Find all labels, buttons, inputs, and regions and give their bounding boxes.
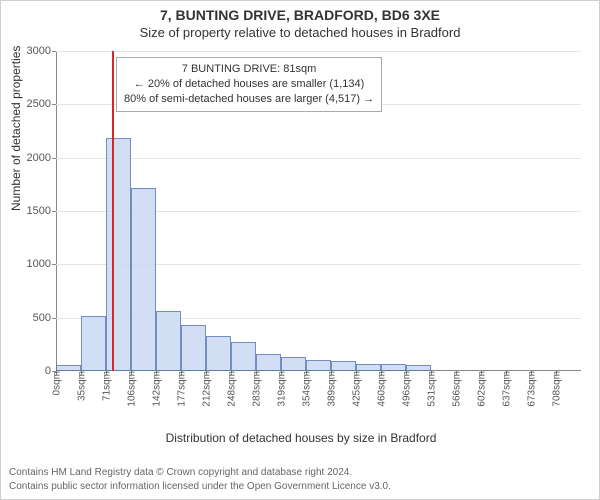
x-tick-label: 566sqm: [449, 371, 462, 407]
x-tick-label: 602sqm: [474, 371, 487, 407]
histogram-bar: [206, 336, 231, 371]
x-tick-label: 142sqm: [149, 371, 162, 407]
histogram-bar: [256, 354, 281, 371]
x-tick-label: 531sqm: [424, 371, 437, 407]
x-tick-label: 0sqm: [50, 371, 63, 395]
x-tick-label: 319sqm: [274, 371, 287, 407]
figure-subtitle: Size of property relative to detached ho…: [1, 25, 599, 40]
annotation-line-3: 80% of semi-detached houses are larger (…: [124, 92, 374, 107]
credits-line-2: Contains public sector information licen…: [9, 480, 391, 494]
credits-line-1: Contains HM Land Registry data © Crown c…: [9, 466, 391, 480]
histogram-bar: [181, 325, 206, 371]
x-tick-label: 354sqm: [299, 371, 312, 407]
annotation-line-2: ← 20% of detached houses are smaller (1,…: [124, 77, 374, 92]
histogram-bar: [356, 364, 381, 371]
figure-title: 7, BUNTING DRIVE, BRADFORD, BD6 3XE: [1, 7, 599, 23]
histogram-bar: [381, 364, 406, 371]
figure-container: 7, BUNTING DRIVE, BRADFORD, BD6 3XE Size…: [0, 0, 600, 500]
x-tick-label: 425sqm: [349, 371, 362, 407]
histogram-bar: [131, 188, 156, 371]
y-axis-label: Number of detached properties: [9, 46, 23, 211]
x-tick-label: 283sqm: [249, 371, 262, 407]
annotation-box: 7 BUNTING DRIVE: 81sqm ← 20% of detached…: [116, 57, 382, 112]
credits-block: Contains HM Land Registry data © Crown c…: [9, 466, 391, 493]
histogram-bar: [156, 311, 181, 371]
reference-line: [112, 51, 114, 371]
x-tick-label: 71sqm: [99, 371, 112, 401]
histogram-bar: [81, 316, 106, 371]
x-axis-label: Distribution of detached houses by size …: [1, 431, 600, 445]
annotation-line-1: 7 BUNTING DRIVE: 81sqm: [124, 62, 374, 77]
x-tick-label: 673sqm: [524, 371, 537, 407]
histogram-bar: [106, 138, 131, 371]
histogram-bar: [306, 360, 331, 371]
x-tick-label: 35sqm: [74, 371, 87, 401]
histogram-bar: [231, 342, 256, 371]
x-tick-label: 177sqm: [174, 371, 187, 407]
x-tick-label: 389sqm: [324, 371, 337, 407]
x-tick-label: 248sqm: [224, 371, 237, 407]
x-tick-label: 708sqm: [549, 371, 562, 407]
x-tick-label: 637sqm: [499, 371, 512, 407]
plot-area: 050010001500200025003000 0sqm35sqm71sqm1…: [56, 51, 581, 371]
x-tick-label: 106sqm: [124, 371, 137, 407]
histogram-bar: [281, 357, 306, 371]
histogram-bar: [331, 361, 356, 371]
x-tick-label: 496sqm: [399, 371, 412, 407]
x-tick-label: 212sqm: [199, 371, 212, 407]
x-tick-label: 460sqm: [374, 371, 387, 407]
